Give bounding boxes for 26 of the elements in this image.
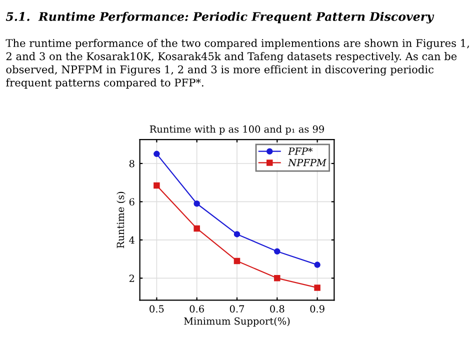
point	[154, 182, 160, 189]
legend-label: NPFPM	[288, 159, 327, 166]
point	[194, 225, 200, 232]
y-tick-label: 4	[129, 236, 134, 244]
x-tick-label: 0.7	[230, 305, 244, 313]
x-tick-label: 0.5	[150, 305, 164, 313]
x-tick-label: 0.6	[190, 305, 204, 313]
x-tick-label: 0.9	[310, 305, 324, 313]
text: The runtime performance of the two compared implementions are shown in Figures 1, 2 and 3 on the Kosarak10K, Kosarak45k and Tafeng datasets respectively. As can be observed, NPFPM in Figures 1, 2 and 3 is more efficient in discovering periodic frequent patterns compared to PFP*.	[6, 38, 469, 89]
point	[234, 258, 240, 264]
point	[194, 200, 200, 207]
text: 5.1. Runtime Performance: Periodic Frequent Pattern Discovery	[6, 12, 434, 24]
y-axis-title: Runtime (s)	[116, 192, 126, 248]
x-axis-title: Minimum Support(%)	[184, 317, 290, 327]
y-tick-label: 8	[129, 160, 134, 168]
y-tick-label: 6	[129, 198, 134, 206]
point	[274, 275, 280, 282]
y-tick-label: 2	[129, 274, 134, 282]
chart-title: Runtime with p as 100 and p₁ as 99	[150, 125, 324, 135]
point	[154, 150, 160, 158]
point	[234, 231, 240, 238]
point	[274, 248, 280, 255]
x-tick-label: 0.8	[270, 305, 284, 313]
legend-label: PFP*	[288, 148, 313, 155]
point	[314, 284, 320, 291]
point	[314, 262, 320, 268]
